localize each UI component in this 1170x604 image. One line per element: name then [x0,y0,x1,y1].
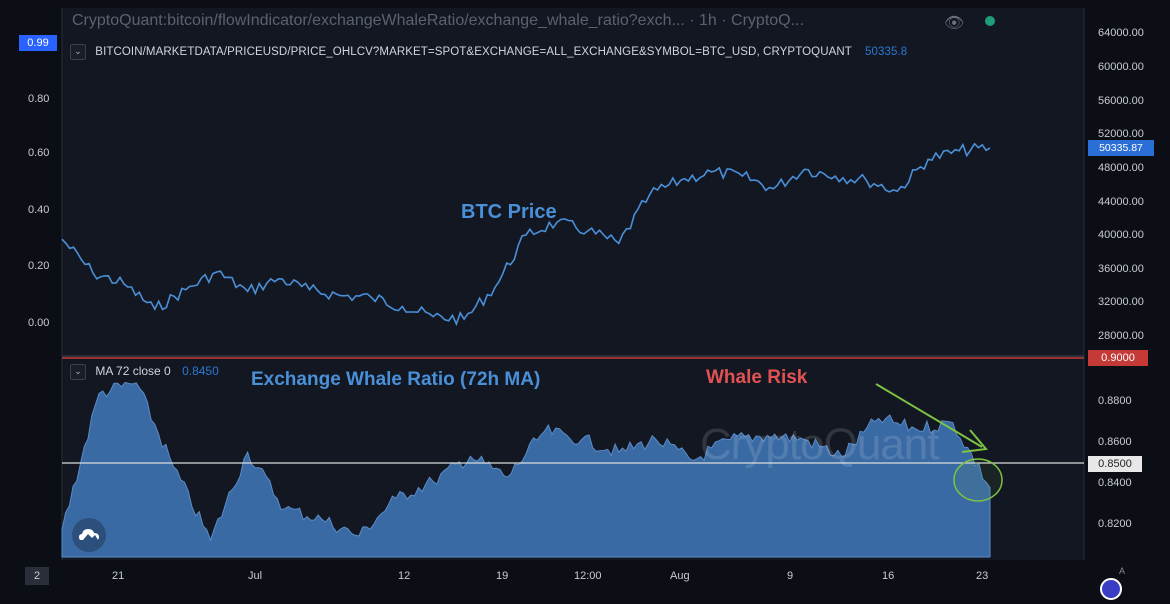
chevron-down-icon[interactable]: ⌄ [70,364,86,380]
right-axis-tick: 32000.00 [1098,296,1144,308]
annotation-circle [953,458,1003,502]
right-axis-tick: 40000.00 [1098,229,1144,241]
annotation-btc-price: BTC Price [461,201,557,223]
left-axis-tick: 0.00 [28,317,50,329]
right-axis-tick: 36000.00 [1098,263,1144,275]
right-axis-tick: 28000.00 [1098,330,1144,342]
annotation-ewr: Exchange Whale Ratio (72h MA) [251,369,541,390]
annotation-arrowhead [961,429,988,453]
x-axis-tick: 23 [976,570,989,582]
right-axis-tick: 56000.00 [1098,95,1144,107]
left-axis-tick: 0.80 [28,93,50,105]
left-axis-tick: 0.20 [28,260,50,272]
price-legend: ⌄ BITCOIN/MARKETDATA/PRICEUSD/PRICE_OHLC… [70,44,907,60]
settings-icon[interactable] [1100,578,1122,600]
level-badge: 0.8500 [1088,456,1142,472]
price-series-label: BITCOIN/MARKETDATA/PRICEUSD/PRICE_OHLCV?… [95,46,852,59]
right-axis-tick: 0.8200 [1098,518,1132,530]
chevron-down-icon[interactable]: ⌄ [70,44,86,60]
left-axis-tick: 0.60 [28,147,50,159]
scale-toggle-button[interactable]: 2 [25,567,49,585]
x-axis-tick: 12 [398,570,411,582]
right-axis-tick: 0.8600 [1098,436,1132,448]
right-axis-tick: 52000.00 [1098,128,1144,140]
status-dot-icon [985,16,995,26]
ma-label: MA 72 close 0 [95,364,171,379]
whale-ratio-area [61,381,991,558]
price-series-value: 50335.8 [865,46,908,59]
eye-icon[interactable]: 👁 [944,15,965,32]
right-axis-tick: 0.8800 [1098,395,1132,407]
cloud-logo-icon [72,518,106,552]
x-axis-tick: 21 [112,570,125,582]
watermark: CryptoQuant [700,420,939,469]
x-axis-tick: Jul [248,570,263,582]
btc-price-line [61,142,991,327]
left-axis-tick: 0.40 [28,204,50,216]
right-axis-tick: 48000.00 [1098,162,1144,174]
annotation-whale-risk: Whale Risk [706,367,808,388]
right-axis-tick: 44000.00 [1098,196,1144,208]
auto-scale-icon[interactable]: A [1119,566,1126,576]
right-axis-tick: 60000.00 [1098,61,1144,73]
x-axis-tick: 16 [882,570,895,582]
ma-value: 0.8450 [182,364,219,379]
right-axis-tick: 64000.00 [1098,27,1144,39]
x-axis-tick: 12:00 [574,570,602,582]
annotation-arrow [875,383,983,448]
x-axis-tick: 19 [496,570,509,582]
left-axis-badge: 0.99 [19,35,57,51]
right-axis-tick: 0.8400 [1098,477,1132,489]
risk-badge: 0.9000 [1088,350,1148,366]
ma-legend: ⌄ MA 72 close 0 0.8450 [70,364,219,380]
x-axis-tick: 9 [787,570,794,582]
price-badge: 50335.87 [1088,140,1154,156]
chart-title: CryptoQuant:bitcoin/flowIndicator/exchan… [72,12,804,29]
x-axis-tick: Aug [670,570,690,582]
